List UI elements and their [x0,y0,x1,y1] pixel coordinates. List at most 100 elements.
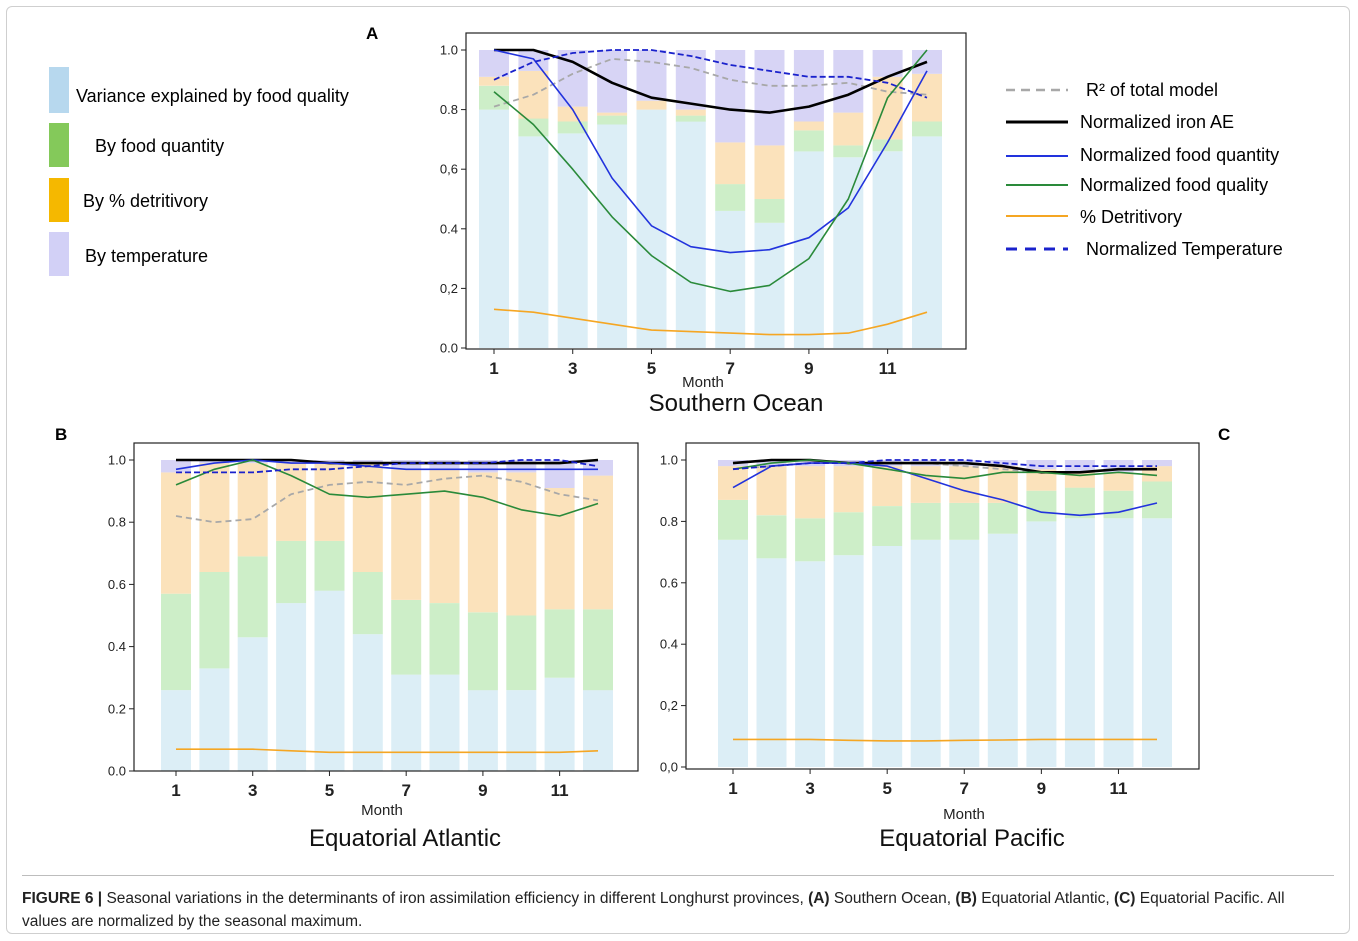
bar-food-quality [912,136,942,348]
legend-label-detritivory-line: % Detritivory [1080,207,1182,227]
bar-food-quality [793,151,824,348]
chart-title: Equatorial Pacific [879,825,1064,852]
y-tick-label: 0,2 [660,698,678,713]
x-tick-label: 1 [171,781,180,800]
y-tick-label: 0,0 [660,760,678,775]
bar-food-quantity [544,609,575,678]
bar-food-quantity [872,139,903,152]
plot-equatorial-atlantic: 0.0 0.2 0.4 0.6 0.8 1.0 1 3 5 7 9 11 Month Equatorial… [108,442,639,852]
bar-food-quality [795,561,826,767]
bar-food-quality [715,210,746,348]
bar-temperature [1026,460,1057,470]
x-axis-label: Month [682,374,724,391]
chart-title: Equatorial Atlantic [309,825,501,852]
bar-food-quantity [833,145,864,158]
legend-label-iron-ae: Normalized iron AE [1080,112,1234,132]
bar-food-quality [161,690,191,771]
bar-temperature [754,50,785,146]
x-tick-label: 1 [489,359,498,378]
bar-detritivory [872,76,903,140]
bar-food-quality [467,690,498,771]
x-tick-label: 9 [1037,779,1046,798]
line-legend: R² of total model Normalized iron AE Nor… [1006,80,1283,259]
x-tick-label: 7 [401,781,410,800]
bar-food-quality [833,555,864,767]
x-tick-label: 5 [647,359,656,378]
bar-temperature [479,50,509,77]
bar-food-quantity [910,503,941,540]
bar-food-quality [910,539,941,767]
plot-frame [685,442,1200,770]
y-tick-label: 1.0 [440,43,458,58]
bar-temperature [429,460,460,470]
bar-food-quantity [557,121,588,134]
y-tick-label: 1.0 [660,453,678,468]
line-detritivory [733,738,1157,742]
bar-detritivory [429,469,460,603]
bar-detritivory [391,469,422,600]
line-r2 [175,474,599,524]
x-tick-label: 5 [325,781,334,800]
bar-food-quality [479,109,509,348]
bar-temperature [597,50,628,113]
legend-swatch-temperature [49,232,69,276]
legend-label-temperature: By temperature [85,246,208,266]
legend-swatch-detritivory [49,178,69,222]
line-detritivory [176,748,599,754]
line-detritivory [493,308,928,336]
bar-food-quantity [872,506,903,546]
bar-food-quantity [793,130,824,152]
y-tick-label: 1.0 [108,453,126,468]
caption-figure-label: FIGURE 6 | [22,890,103,907]
bar-food-quantity [597,115,628,125]
x-tick-label: 7 [725,359,734,378]
bar-detritivory [795,466,826,519]
bar-temperature [518,50,549,71]
bar-food-quality [1103,518,1134,767]
bar-food-quantity [276,540,307,604]
bar-temperature [237,460,268,464]
bar-food-quality [949,539,980,767]
line-food-quality [732,459,1158,480]
chart-title: Southern Ocean [649,390,824,417]
x-tick-label: 9 [804,359,813,378]
bar-food-quantity [518,118,549,137]
bar-food-quantity [161,593,191,691]
line-iron-ae [494,48,928,114]
plot-frame [465,32,967,350]
bar-detritivory [237,463,268,557]
bar-detritivory [161,472,191,594]
bar-food-quality [391,674,422,771]
bar-detritivory [793,121,824,131]
bar-food-quantity [1026,490,1057,522]
line-food-quantity [175,459,598,471]
bar-temperature [314,460,345,464]
bar-food-quantity [912,121,942,137]
bar-detritivory [597,112,628,116]
bar-detritivory [479,76,509,86]
y-tick-label: 0.2 [108,701,126,716]
x-tick-label: 11 [551,781,569,800]
bar-detritivory [756,466,787,516]
panel-label-a: A [366,24,378,43]
bar-food-quantity [949,503,980,540]
y-tick-label: 0.8 [660,514,678,529]
bar-food-quality [314,590,345,771]
x-tick-label: 3 [805,779,814,798]
bar-food-quality [1026,521,1057,767]
bar-food-quality [833,157,864,348]
bar-food-quality [987,533,1018,767]
line-temperature [176,459,599,474]
bar-food-quality [429,674,460,771]
x-tick-label: 7 [960,779,969,798]
bar-food-quantity [754,199,785,223]
caption-divider [22,875,1334,876]
bar-temperature [793,50,824,122]
bar-food-quality [544,677,575,771]
x-tick-label: 3 [248,781,257,800]
figure-caption: FIGURE 6 | Seasonal variations in the de… [22,887,1332,933]
line-temperature [732,459,1157,471]
caption-text-c: Equatorial Pacific. All values are norma… [22,890,1285,930]
bar-detritivory [718,466,748,500]
